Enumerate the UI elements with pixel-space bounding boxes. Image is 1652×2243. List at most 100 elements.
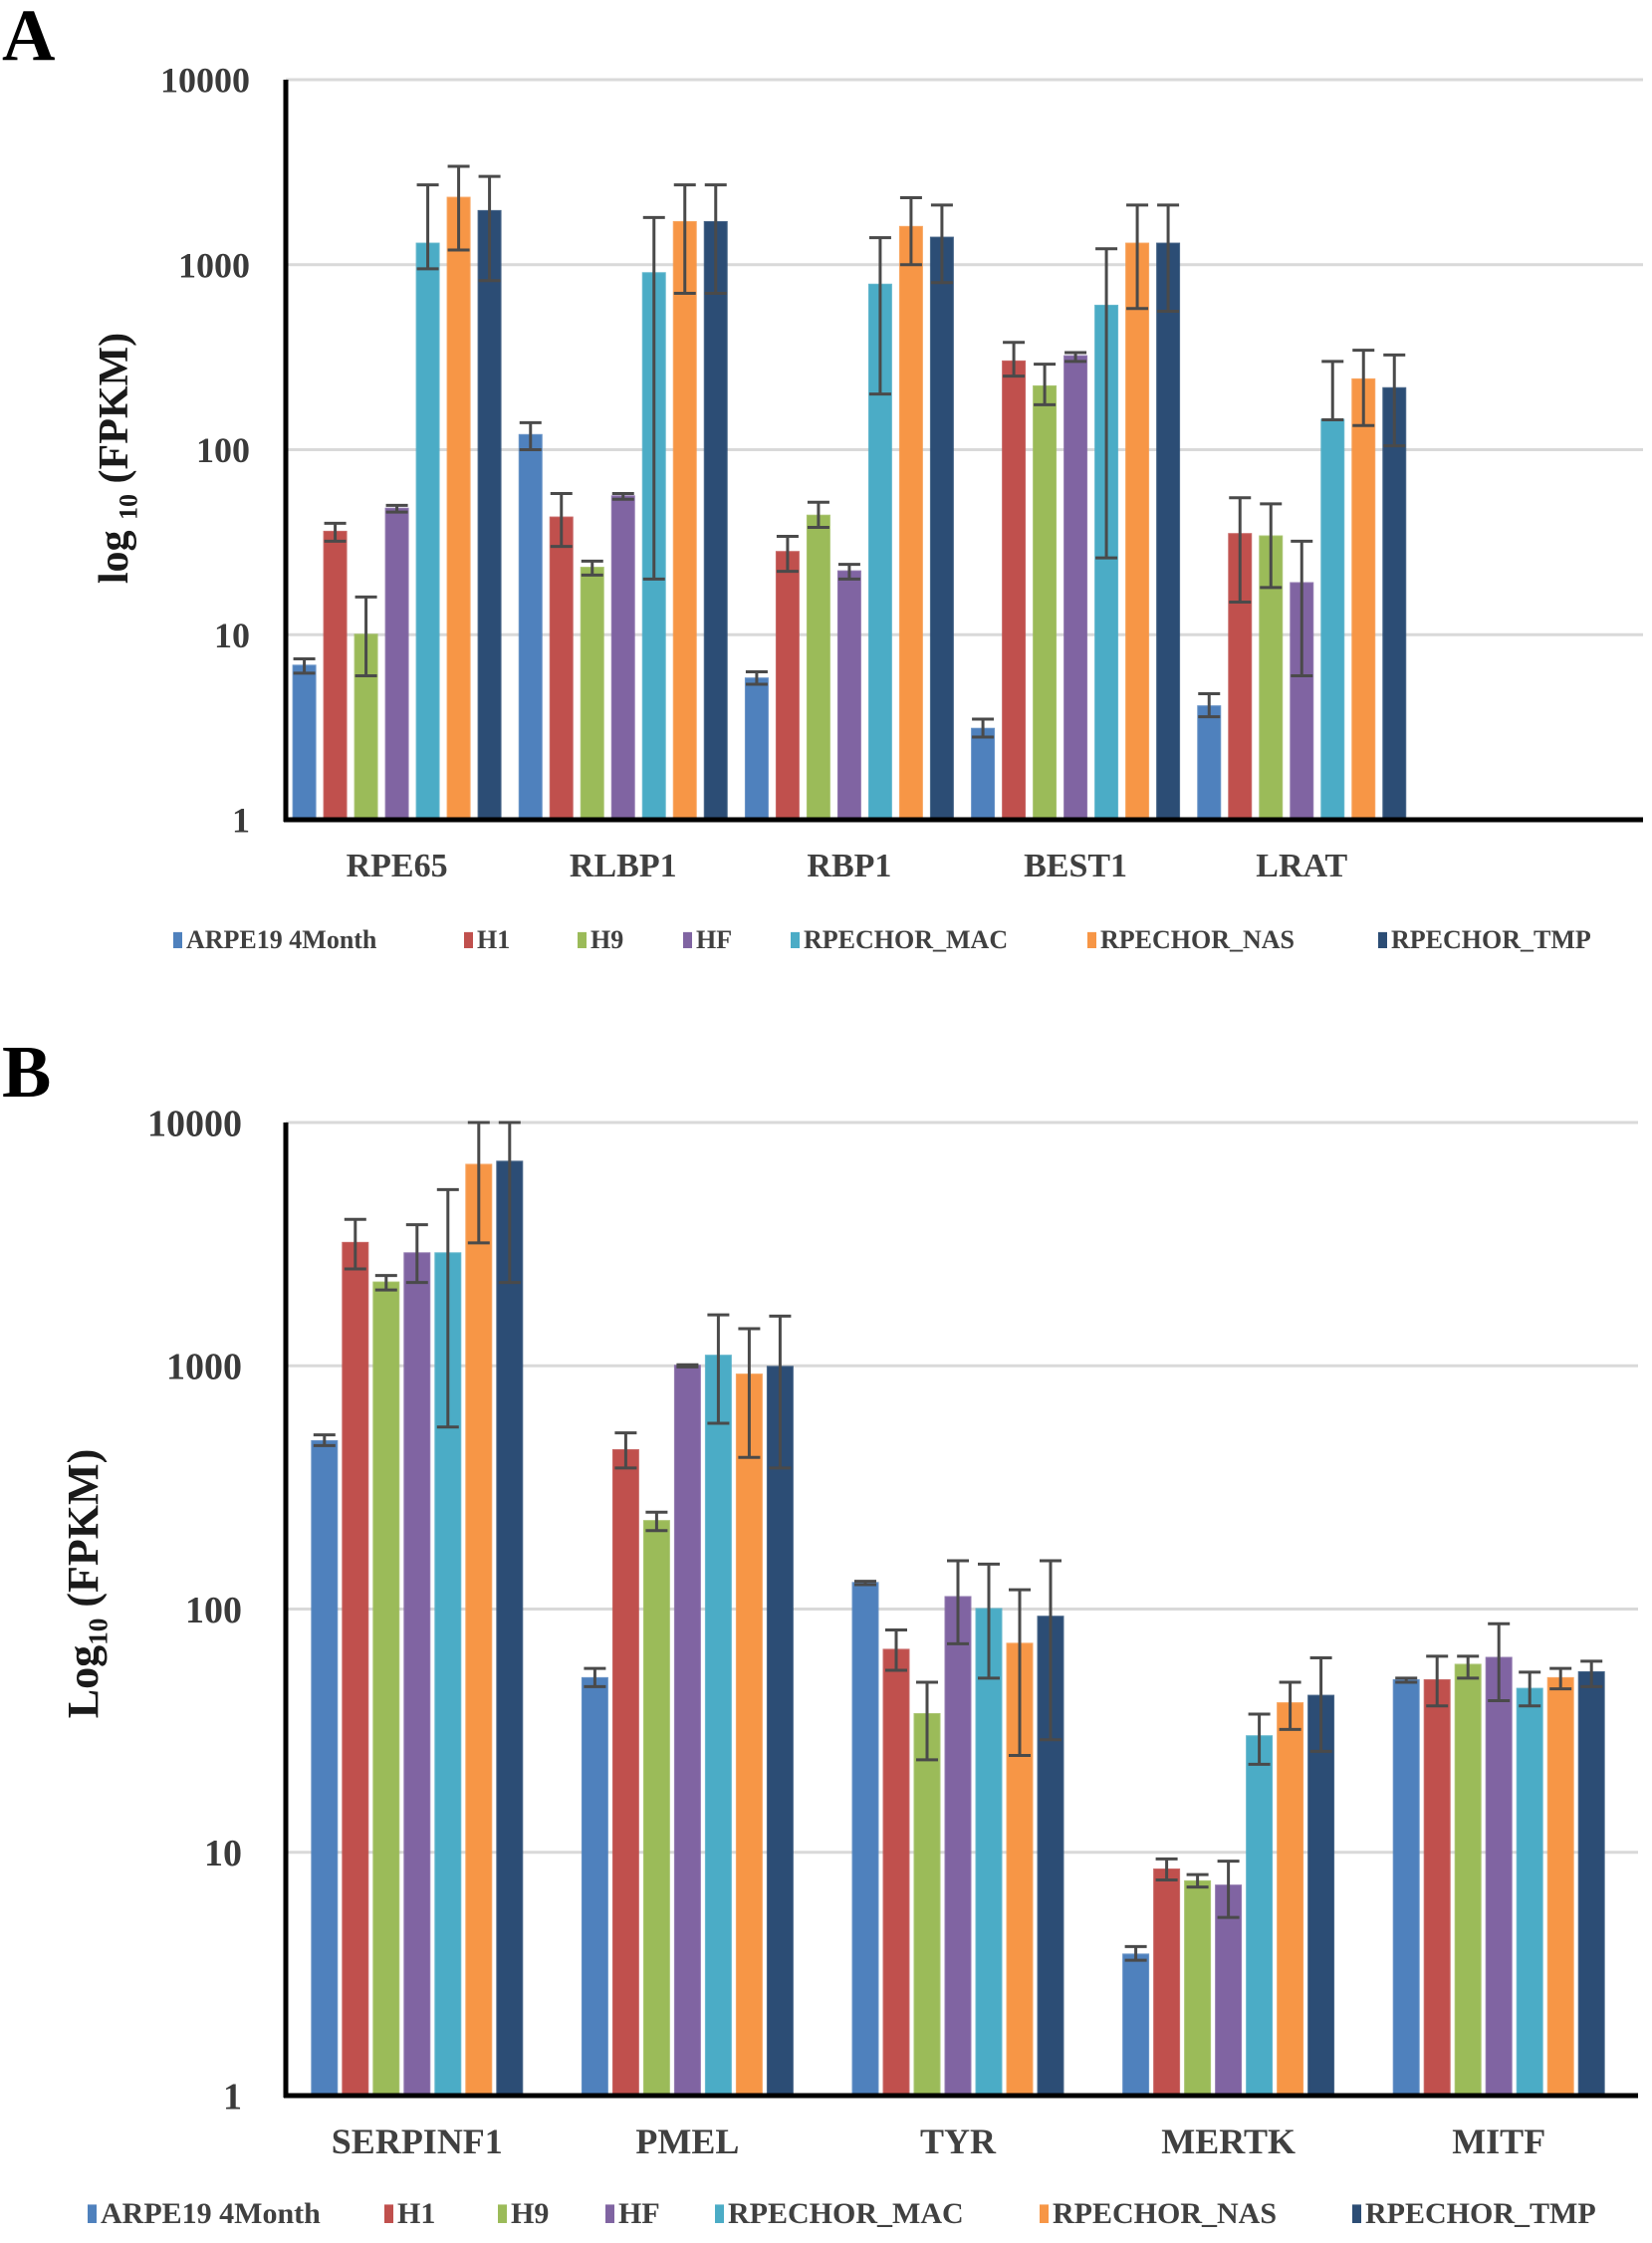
legend-swatch: [464, 931, 473, 948]
bar: [1002, 360, 1027, 821]
x-category-label: RBP1: [807, 848, 891, 884]
legend-label: HF: [618, 2197, 660, 2230]
legend-swatch: [715, 2204, 724, 2223]
bar: [836, 570, 861, 821]
bar: [975, 1608, 1003, 2097]
bar: [913, 1712, 941, 2097]
legend-item: H1: [464, 925, 510, 954]
legend-label: RPECHOR_NAS: [1100, 925, 1295, 954]
legend-item: RPECHOR_MAC: [791, 925, 1008, 954]
y-tick-label: 10000: [147, 1103, 242, 1144]
bar: [1577, 1670, 1605, 2098]
legend-item: H9: [578, 925, 623, 954]
legend-item: RPECHOR_TMP: [1352, 2197, 1596, 2230]
bar: [1197, 705, 1222, 822]
legend-item: ARPE19 4Month: [173, 925, 377, 954]
legend-label: H1: [397, 2197, 435, 2230]
bar: [1277, 1702, 1304, 2097]
legend-item: RPECHOR_TMP: [1378, 925, 1591, 954]
bar: [766, 1366, 794, 2097]
legend-item: RPECHOR_MAC: [715, 2197, 964, 2230]
x-category-label: MITF: [1452, 2121, 1545, 2161]
bar: [446, 196, 471, 821]
bar: [1125, 242, 1150, 821]
bar: [929, 236, 954, 822]
x-category-label: MERTK: [1161, 2121, 1296, 2161]
bar: [1215, 1884, 1243, 2097]
bar: [1033, 384, 1058, 821]
y-tick-label: 10: [214, 616, 250, 655]
bar: [581, 1676, 608, 2098]
y-tick-label: 10000: [160, 61, 250, 101]
bar: [1184, 1879, 1212, 2097]
legend-item: H9: [498, 2197, 549, 2230]
legend-label: ARPE19 4Month: [186, 925, 377, 954]
bar: [477, 209, 502, 821]
bar: [1392, 1678, 1420, 2097]
y-tick-label: 1000: [166, 1347, 242, 1388]
bar: [415, 242, 440, 821]
legend-label: RPECHOR_TMP: [1391, 925, 1591, 954]
legend-swatch: [791, 931, 800, 948]
bar: [1320, 418, 1345, 821]
x-category-label: LRAT: [1256, 848, 1347, 884]
legend-swatch: [605, 2204, 614, 2223]
legend-label: RPECHOR_MAC: [728, 2197, 964, 2230]
x-category-label: TYR: [920, 2121, 997, 2161]
bar: [372, 1281, 400, 2097]
bar: [1382, 386, 1407, 821]
panel-letter-b: B: [2, 1032, 52, 1114]
bar: [1156, 242, 1181, 821]
y-axis-title: Log10 (FPKM): [59, 1449, 114, 1718]
bar: [704, 1355, 732, 2097]
bar: [851, 1582, 879, 2097]
panel-letter-a: A: [2, 0, 56, 77]
bar: [672, 220, 697, 822]
y-axis-title-text: Log10 (FPKM): [59, 1449, 114, 1718]
legend-swatch: [1352, 2204, 1361, 2223]
bar: [465, 1163, 493, 2098]
legend-swatch: [88, 2204, 97, 2223]
bar: [292, 664, 317, 821]
legend-item: ARPE19 4Month: [88, 2197, 321, 2230]
y-axis-title: log 10 (FPKM): [92, 333, 142, 584]
bar: [549, 516, 574, 822]
bar: [518, 433, 543, 821]
legend-swatch: [683, 931, 692, 948]
legend-label: H9: [590, 925, 623, 954]
bar: [642, 1520, 670, 2097]
legend-swatch: [578, 931, 587, 948]
bar: [610, 495, 635, 821]
bar: [580, 567, 604, 822]
bar: [1246, 1735, 1274, 2097]
legend-swatch: [384, 2204, 393, 2223]
bar: [1546, 1676, 1574, 2098]
bar: [496, 1160, 524, 2098]
bar: [342, 1241, 369, 2097]
legend-swatch: [498, 2204, 507, 2223]
bar: [1454, 1663, 1482, 2098]
x-category-label: RPE65: [347, 848, 448, 884]
bar: [403, 1252, 431, 2098]
y-tick-label: 1: [232, 801, 250, 841]
legend-item: HF: [683, 925, 732, 954]
bar: [1516, 1687, 1543, 2097]
y-tick-label: 1: [223, 2076, 242, 2118]
x-category-label: RLBP1: [570, 848, 677, 884]
x-category-label: BEST1: [1024, 848, 1127, 884]
legend-swatch: [1040, 2204, 1049, 2223]
bar: [944, 1596, 972, 2098]
bar: [1153, 1868, 1181, 2098]
chart-a: 1 10 100 1000 10000 RPE65 RLBP1 RBP1 BEST1 LRAT lo…: [92, 61, 1643, 954]
legend-label: HF: [696, 925, 732, 954]
legend-item: RPECHOR_NAS: [1087, 925, 1295, 954]
bar: [1423, 1678, 1451, 2097]
bar: [1063, 355, 1088, 821]
bar: [744, 677, 769, 821]
legend-item: RPECHOR_NAS: [1040, 2197, 1277, 2230]
bar: [311, 1439, 339, 2097]
legend-swatch: [173, 931, 182, 948]
x-category-label: SERPINF1: [332, 2121, 503, 2161]
bar: [735, 1373, 763, 2097]
legend-label: RPECHOR_TMP: [1365, 2197, 1596, 2230]
